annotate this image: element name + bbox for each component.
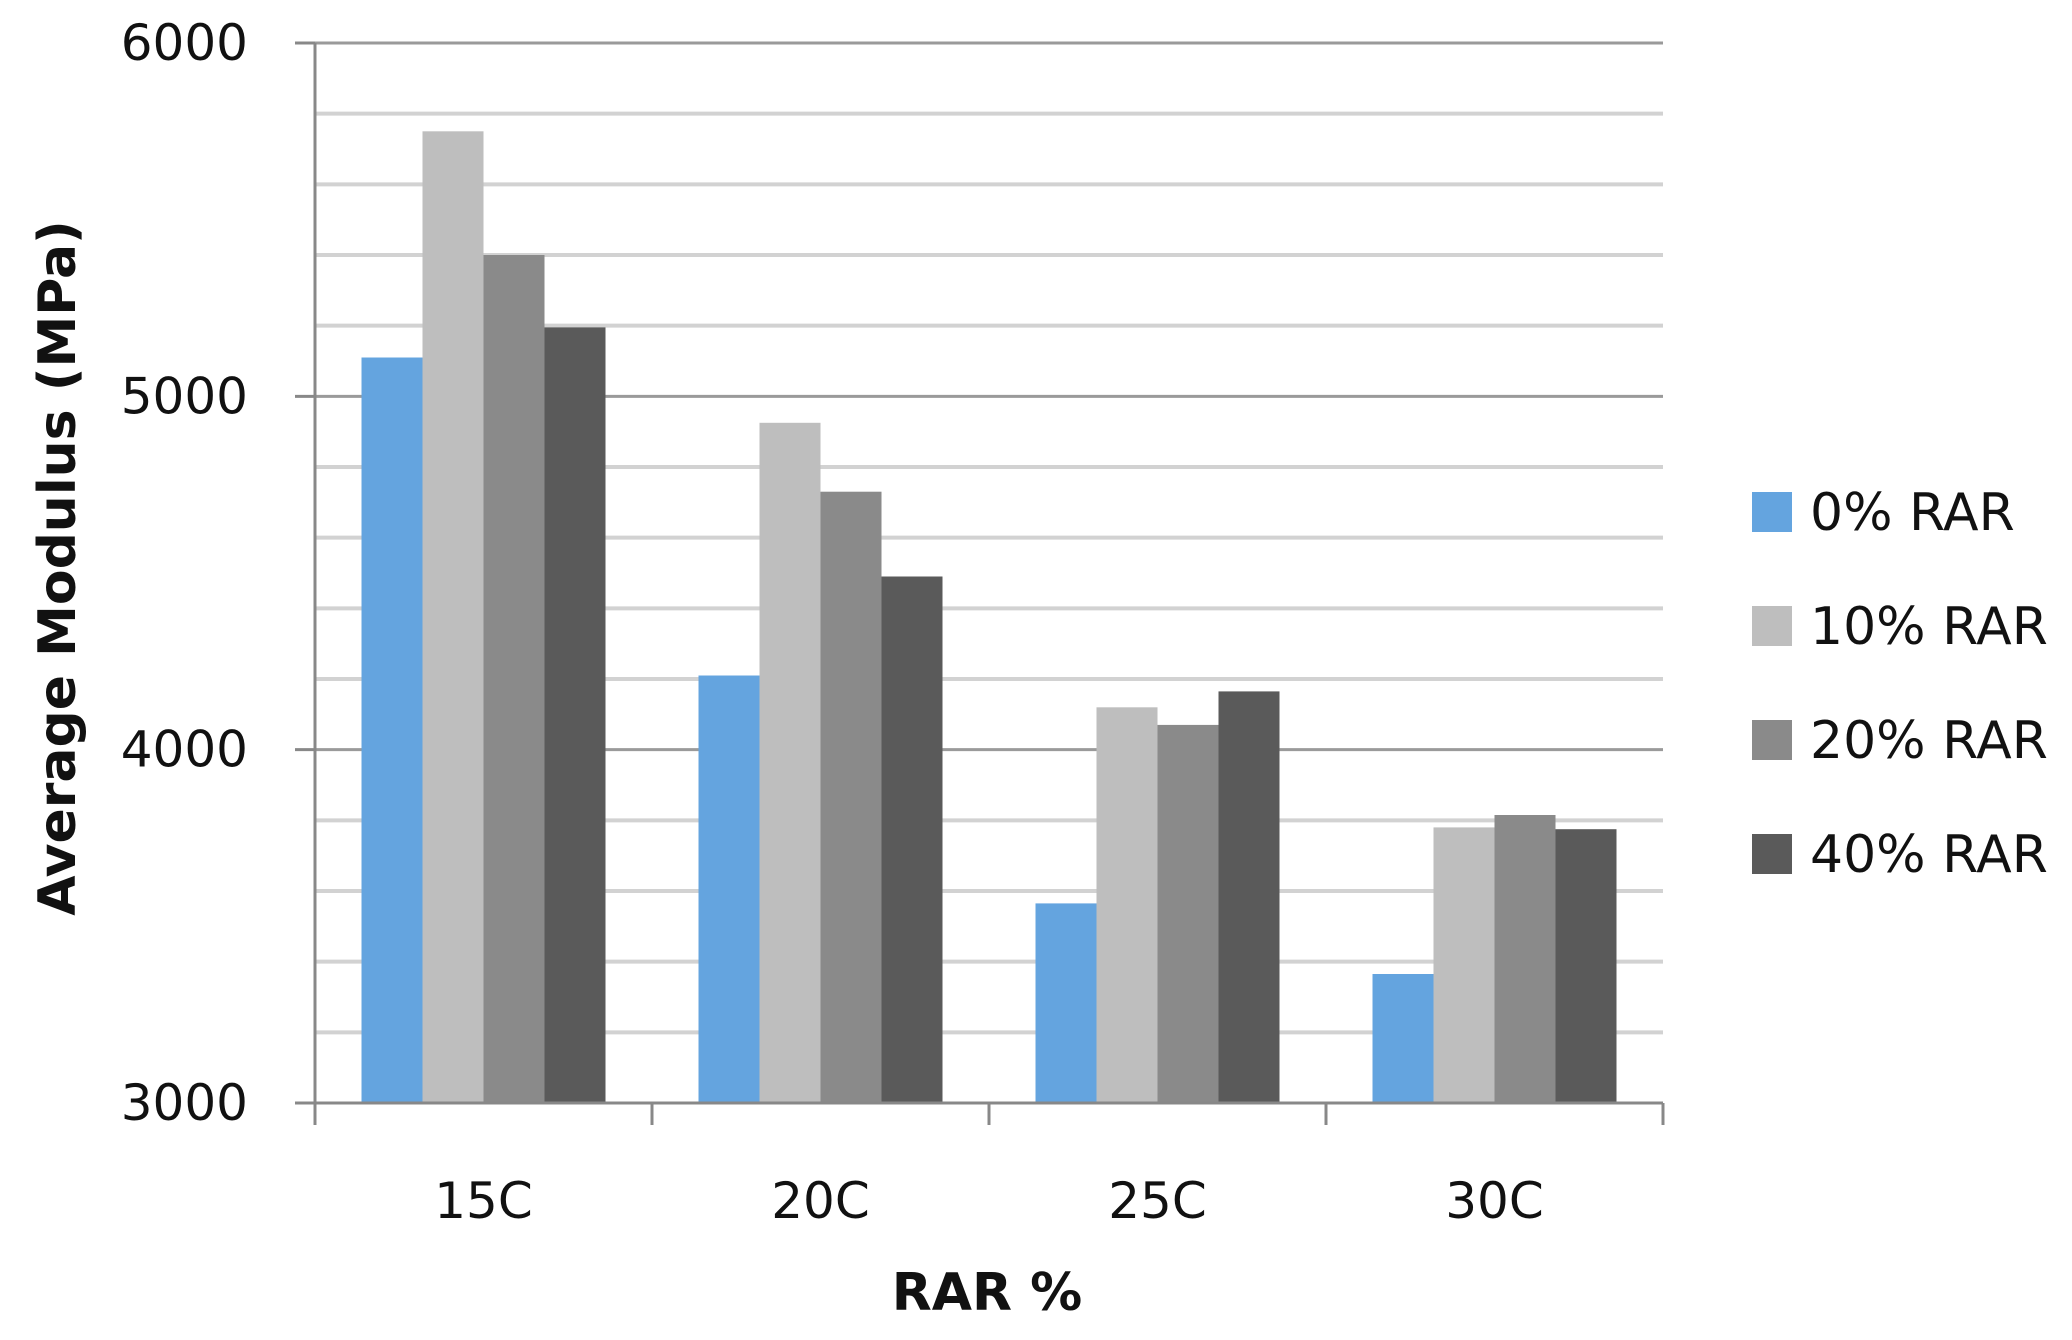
bar-25c-40rar bbox=[1218, 691, 1280, 1103]
legend-label: 20% RAR bbox=[1810, 711, 2048, 771]
legend-swatch bbox=[1752, 720, 1792, 760]
x-category-label: 30C bbox=[1445, 1172, 1544, 1230]
x-category-label: 15C bbox=[434, 1172, 533, 1230]
x-category-label: 20C bbox=[771, 1172, 870, 1230]
bar-20c-40rar bbox=[881, 576, 943, 1103]
bar-25c-20rar bbox=[1157, 724, 1219, 1103]
bar-15c-0rar bbox=[361, 357, 423, 1103]
bar-15c-40rar bbox=[544, 327, 606, 1103]
bar-25c-0rar bbox=[1035, 903, 1097, 1103]
bar-20c-10rar bbox=[759, 422, 821, 1103]
bar-20c-20rar bbox=[820, 491, 882, 1103]
legend-swatch bbox=[1752, 834, 1792, 874]
legend-label: 10% RAR bbox=[1810, 597, 2048, 657]
legend-swatch bbox=[1752, 606, 1792, 646]
axes bbox=[295, 41, 1665, 1125]
legend: 0% RAR 10% RAR 20% RAR 40% RAR bbox=[1752, 483, 2048, 885]
bar-25c-10rar bbox=[1096, 707, 1158, 1103]
x-category-label: 25C bbox=[1108, 1172, 1207, 1230]
y-tick-labels: 3000 4000 5000 6000 bbox=[121, 14, 248, 1132]
bar-30c-0rar bbox=[1372, 974, 1434, 1103]
y-tick-label: 4000 bbox=[121, 721, 248, 779]
x-category-labels: 15C 20C 25C 30C bbox=[434, 1172, 1544, 1230]
bar-30c-10rar bbox=[1433, 827, 1495, 1103]
bar-30c-20rar bbox=[1494, 815, 1556, 1103]
bar-15c-20rar bbox=[483, 255, 545, 1103]
legend-label: 40% RAR bbox=[1810, 825, 2048, 885]
legend-label: 0% RAR bbox=[1810, 483, 2015, 543]
x-axis-title: RAR % bbox=[892, 1263, 1083, 1323]
y-axis-title: Average Modulus (MPa) bbox=[28, 220, 88, 916]
y-tick-label: 6000 bbox=[121, 14, 248, 72]
bar-20c-0rar bbox=[698, 675, 760, 1103]
bar-30c-40rar bbox=[1555, 829, 1617, 1103]
y-tick-label: 3000 bbox=[121, 1074, 248, 1132]
legend-swatch bbox=[1752, 492, 1792, 532]
bars bbox=[361, 131, 1617, 1104]
y-tick-label: 5000 bbox=[121, 367, 248, 425]
bar-15c-10rar bbox=[422, 131, 484, 1104]
